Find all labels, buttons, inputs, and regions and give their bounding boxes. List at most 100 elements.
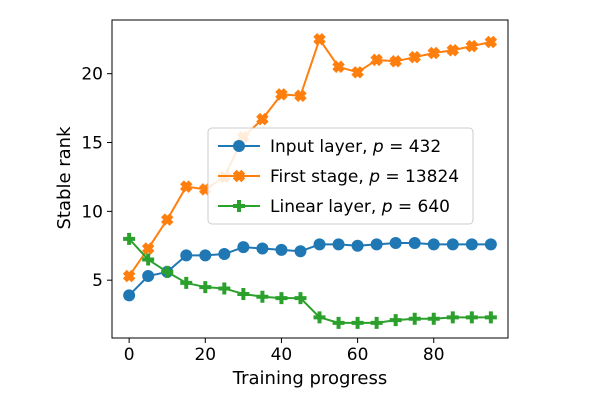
data-point — [237, 287, 250, 300]
data-point — [332, 60, 345, 74]
data-point — [218, 248, 231, 261]
marker-shape — [465, 311, 478, 324]
y-tick-label: 5 — [92, 271, 103, 291]
data-point — [256, 290, 269, 303]
data-point — [427, 238, 440, 251]
data-point — [408, 50, 421, 64]
marker-shape — [294, 89, 307, 102]
data-point — [351, 316, 364, 329]
marker-shape — [237, 241, 250, 254]
data-point — [294, 89, 307, 102]
data-point — [275, 243, 288, 256]
marker-shape — [275, 88, 288, 101]
data-point — [275, 292, 288, 305]
marker-shape — [389, 237, 402, 250]
marker-shape — [351, 66, 364, 79]
x-tick-label: 40 — [271, 345, 293, 365]
legend-circle-marker — [233, 140, 245, 152]
marker-shape — [237, 287, 250, 300]
marker-shape — [294, 245, 307, 258]
data-point — [141, 242, 155, 255]
y-tick-label: 20 — [81, 65, 103, 85]
series-1 — [123, 237, 497, 302]
data-point — [199, 249, 212, 262]
marker-shape — [160, 213, 174, 226]
legend: Input layer, p = 432 First stage, p = 138… — [207, 127, 474, 225]
legend-label: First stage, p = 13824 — [270, 167, 459, 187]
data-point — [275, 88, 288, 101]
marker-shape — [313, 311, 326, 324]
data-point — [484, 238, 497, 251]
marker-shape — [446, 311, 459, 324]
data-point — [180, 276, 193, 289]
x-tick-label: 0 — [124, 345, 135, 365]
data-point — [313, 311, 326, 324]
plot-area — [122, 33, 498, 329]
data-point — [294, 245, 307, 258]
marker-shape — [256, 242, 269, 255]
marker-shape — [332, 238, 345, 251]
legend-box — [207, 127, 474, 225]
legend-label: Linear layer, p = 640 — [270, 197, 450, 217]
legend-label: Input layer, p = 432 — [270, 137, 441, 157]
data-point — [446, 311, 459, 324]
legend-item-3: Linear layer, p = 640 — [218, 197, 450, 217]
data-point — [256, 242, 269, 255]
marker-shape — [389, 55, 402, 68]
legend-item-2: First stage, p = 13824 — [218, 167, 459, 187]
data-point — [161, 265, 174, 278]
data-point — [142, 270, 155, 283]
data-point — [142, 253, 155, 266]
marker-shape — [123, 232, 136, 245]
data-point — [123, 232, 136, 245]
data-point — [351, 239, 364, 252]
data-point — [465, 311, 478, 324]
data-point — [389, 314, 402, 327]
x-axis-label: Training progress — [232, 368, 387, 389]
legend-item-1: Input layer, p = 432 — [218, 137, 441, 157]
data-point — [389, 237, 402, 250]
marker-shape — [484, 238, 497, 251]
marker-shape — [142, 253, 155, 266]
marker-shape — [142, 270, 155, 283]
x-tick-label: 80 — [423, 345, 445, 365]
marker-shape — [370, 316, 383, 329]
axes: 0 20 40 60 80 5 10 15 20 — [81, 19, 509, 365]
marker-shape — [313, 33, 326, 46]
data-point — [313, 33, 326, 46]
data-point — [465, 39, 479, 53]
x-tick-label: 20 — [194, 345, 216, 365]
marker-shape — [233, 200, 245, 212]
marker-shape — [351, 239, 364, 252]
marker-shape — [408, 312, 421, 325]
marker-shape — [161, 265, 174, 278]
marker-shape — [232, 169, 246, 183]
data-point — [160, 213, 174, 226]
data-point — [294, 292, 307, 305]
marker-shape — [370, 53, 383, 67]
plot-frame — [111, 19, 509, 339]
marker-shape — [446, 44, 460, 57]
marker-shape — [332, 60, 345, 74]
series-3 — [123, 232, 497, 329]
marker-shape — [446, 238, 459, 251]
data-point — [199, 281, 212, 294]
marker-shape — [122, 269, 136, 283]
marker-shape — [275, 243, 288, 256]
marker-shape — [256, 290, 269, 303]
marker-shape — [313, 238, 326, 251]
data-point — [218, 282, 231, 295]
marker-shape — [256, 112, 269, 126]
data-point — [370, 238, 383, 251]
marker-shape — [427, 312, 440, 325]
marker-shape — [218, 282, 231, 295]
data-point — [427, 312, 440, 325]
marker-shape — [123, 289, 136, 302]
marker-shape — [180, 276, 193, 289]
marker-shape — [199, 249, 212, 262]
data-point — [427, 46, 440, 60]
data-point — [332, 238, 345, 251]
legend-x-marker — [232, 169, 246, 183]
marker-shape — [218, 248, 231, 261]
data-point — [465, 238, 478, 251]
